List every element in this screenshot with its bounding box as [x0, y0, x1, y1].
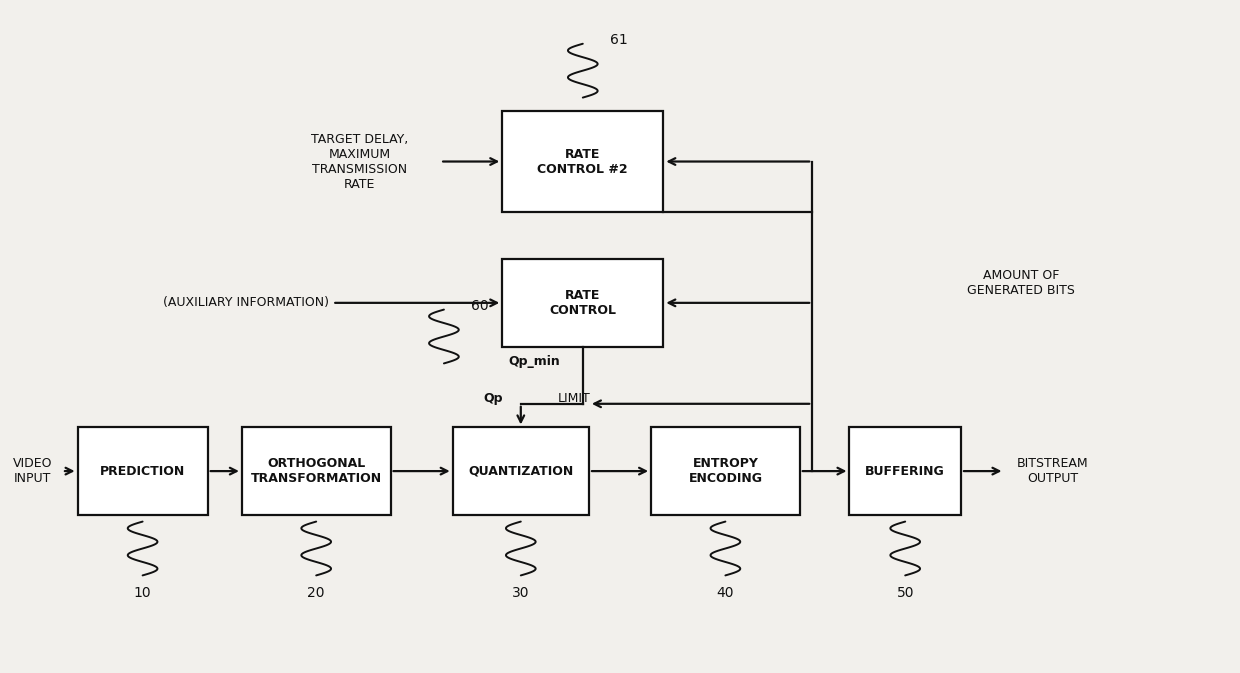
Text: BITSTREAM
OUTPUT: BITSTREAM OUTPUT [1017, 457, 1089, 485]
Text: BUFFERING: BUFFERING [866, 464, 945, 478]
Text: TARGET DELAY,
MAXIMUM
TRANSMISSION
RATE: TARGET DELAY, MAXIMUM TRANSMISSION RATE [311, 133, 408, 190]
Bar [651, 427, 800, 515]
Text: (AUXILIARY INFORMATION): (AUXILIARY INFORMATION) [162, 296, 329, 310]
Text: 40: 40 [717, 586, 734, 600]
Text: 60: 60 [471, 299, 489, 313]
Text: 50: 50 [897, 586, 914, 600]
Text: 30: 30 [512, 586, 529, 600]
Text: 10: 10 [134, 586, 151, 600]
Bar [77, 427, 207, 515]
Text: PREDICTION: PREDICTION [100, 464, 185, 478]
Text: QUANTIZATION: QUANTIZATION [469, 464, 573, 478]
Text: 20: 20 [308, 586, 325, 600]
Text: Qp: Qp [484, 392, 503, 405]
Bar [502, 259, 663, 347]
Bar [502, 111, 663, 212]
Bar [242, 427, 391, 515]
Text: VIDEO
INPUT: VIDEO INPUT [12, 457, 52, 485]
Text: 61: 61 [610, 33, 627, 47]
Text: Qp_min: Qp_min [508, 355, 560, 368]
Bar [453, 427, 589, 515]
Bar [849, 427, 961, 515]
Text: RATE
CONTROL #2: RATE CONTROL #2 [537, 147, 629, 176]
Text: ENTROPY
ENCODING: ENTROPY ENCODING [688, 457, 763, 485]
Text: ORTHOGONAL
TRANSFORMATION: ORTHOGONAL TRANSFORMATION [250, 457, 382, 485]
Text: LIMIT: LIMIT [558, 392, 590, 405]
Text: AMOUNT OF
GENERATED BITS: AMOUNT OF GENERATED BITS [967, 269, 1075, 297]
Text: RATE
CONTROL: RATE CONTROL [549, 289, 616, 317]
